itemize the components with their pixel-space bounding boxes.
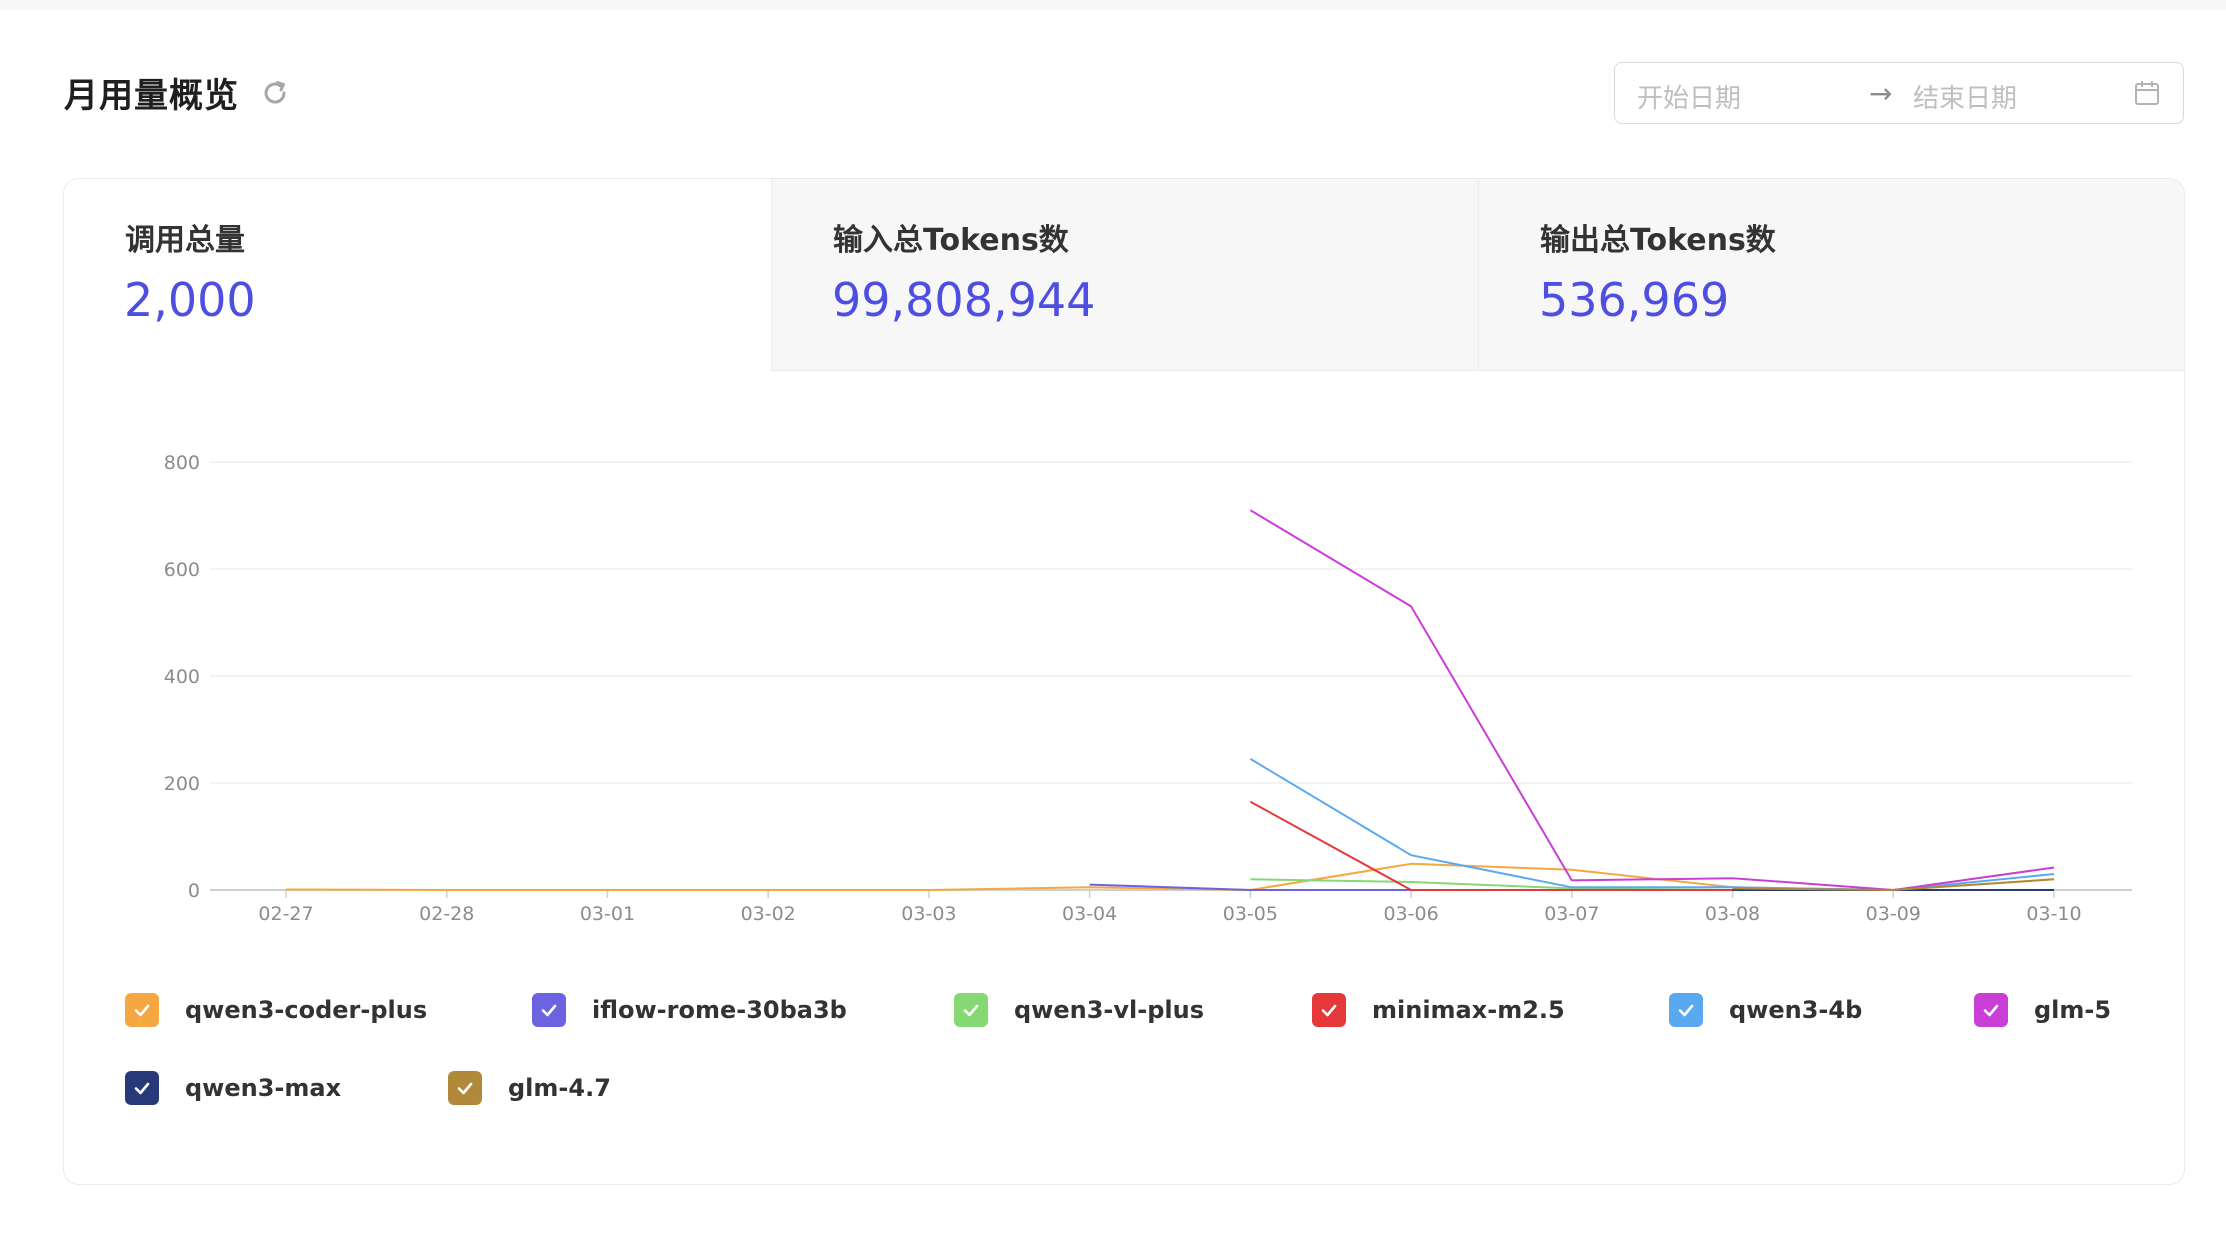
series-line-glm-4.7 <box>1732 878 2055 891</box>
date-range-picker[interactable]: 开始日期 → 结束日期 <box>1614 62 2184 124</box>
legend-item-qwen3-max[interactable]: qwen3-max <box>125 1071 341 1105</box>
legend-item-qwen3-vl-plus[interactable]: qwen3-vl-plus <box>954 993 1204 1027</box>
range-separator: → <box>1869 77 1893 110</box>
usage-card: 调用总量 2,000 输入总Tokens数 99,808,944 输出总Toke… <box>63 178 2185 1185</box>
y-tick-label: 200 <box>164 773 200 795</box>
x-tick-label: 03-07 <box>1544 903 1599 925</box>
checkbox-checked-icon[interactable] <box>532 993 566 1027</box>
legend-item-glm-4.7[interactable]: glm-4.7 <box>448 1071 611 1105</box>
legend-label: qwen3-coder-plus <box>185 996 428 1024</box>
x-tick-label: 03-10 <box>2026 903 2081 925</box>
x-tick-label: 03-05 <box>1223 903 1278 925</box>
series-line-minimax-m2.5 <box>1249 800 2054 891</box>
x-tick-label: 03-04 <box>1062 903 1117 925</box>
x-tick-label: 03-09 <box>1866 903 1921 925</box>
y-tick-label: 800 <box>164 452 200 474</box>
legend-item-glm-5[interactable]: glm-5 <box>1974 993 2111 1027</box>
x-tick-label: 02-27 <box>258 903 313 925</box>
start-date-input[interactable]: 开始日期 <box>1637 84 1742 114</box>
checkbox-checked-icon[interactable] <box>1669 993 1703 1027</box>
y-tick-label: 0 <box>188 880 200 902</box>
stat-total-calls: 调用总量 2,000 <box>64 179 771 371</box>
stat-output-tokens: 输出总Tokens数 536,969 <box>1478 179 2184 371</box>
x-tick-label: 03-02 <box>741 903 796 925</box>
usage-line-chart: 0 200 400 600 800 02-27 02-28 03-01 03-02 03-03 03… <box>164 452 2132 925</box>
series-line-qwen3-coder-plus <box>285 862 2055 891</box>
refresh-icon[interactable] <box>259 77 291 109</box>
legend-item-minimax-m2.5[interactable]: minimax-m2.5 <box>1312 993 1565 1027</box>
top-strip <box>0 0 2226 10</box>
page-title: 月用量概览 <box>64 76 239 116</box>
x-tick-label: 03-03 <box>901 903 956 925</box>
x-tick-label: 03-01 <box>580 903 635 925</box>
series-line-glm-5 <box>1249 509 2055 891</box>
legend-label: glm-4.7 <box>508 1074 611 1102</box>
stat-label: 输入总Tokens数 <box>833 223 1069 258</box>
y-tick-label: 400 <box>164 666 200 688</box>
checkbox-checked-icon[interactable] <box>125 1071 159 1105</box>
legend-label: glm-5 <box>2034 996 2112 1024</box>
legend-label: qwen3-4b <box>1729 996 1863 1024</box>
legend-item-iflow-rome-30ba3b[interactable]: iflow-rome-30ba3b <box>532 993 847 1027</box>
page-header: 月用量概览 <box>64 68 291 117</box>
legend-label: minimax-m2.5 <box>1372 996 1565 1024</box>
legend-label: qwen3-vl-plus <box>1014 996 1204 1024</box>
checkbox-checked-icon[interactable] <box>125 993 159 1027</box>
stat-label: 调用总量 <box>125 223 245 258</box>
x-tick-label: 02-28 <box>419 903 474 925</box>
stat-value: 99,808,944 <box>832 273 1096 327</box>
checkbox-checked-icon[interactable] <box>1312 993 1346 1027</box>
legend-item-qwen3-coder-plus[interactable]: qwen3-coder-plus <box>125 993 427 1027</box>
stat-value: 536,969 <box>1539 273 1730 327</box>
stat-input-tokens: 输入总Tokens数 99,808,944 <box>771 179 1478 371</box>
legend-label: qwen3-max <box>185 1074 342 1102</box>
end-date-input[interactable]: 结束日期 <box>1913 84 2018 114</box>
checkbox-checked-icon[interactable] <box>448 1071 482 1105</box>
stat-label: 输出总Tokens数 <box>1540 223 1776 258</box>
checkbox-checked-icon[interactable] <box>954 993 988 1027</box>
x-tick-label: 03-06 <box>1383 903 1438 925</box>
x-tick-label: 03-08 <box>1705 903 1760 925</box>
legend-label: iflow-rome-30ba3b <box>592 996 847 1024</box>
y-tick-label: 600 <box>164 559 200 581</box>
legend-item-qwen3-4b[interactable]: qwen3-4b <box>1669 993 1862 1027</box>
calendar-icon <box>2133 79 2161 107</box>
checkbox-checked-icon[interactable] <box>1974 993 2008 1027</box>
stat-value: 2,000 <box>124 273 256 327</box>
